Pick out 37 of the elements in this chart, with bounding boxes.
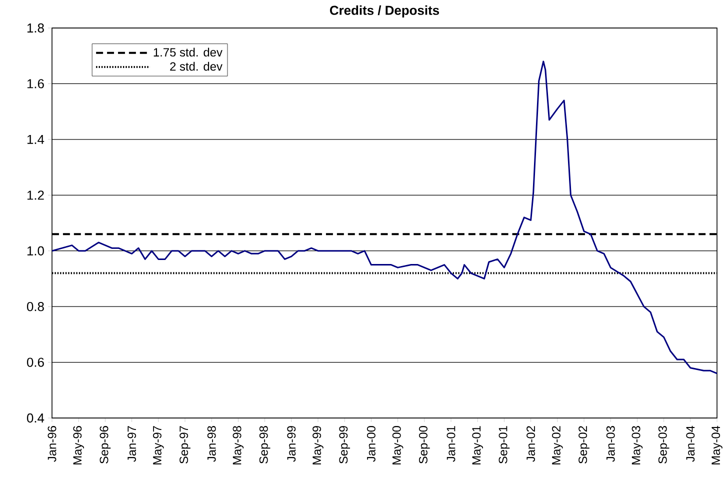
x-tick-label: May-03 [632,426,643,464]
legend-label: 1.75 std. dev [154,48,222,57]
x-tick-label: Jan-97 [128,426,136,462]
x-tick-label: May-01 [472,426,484,464]
x-tick-label: May-04 [712,426,722,464]
y-tick-label: 0.4 [26,413,44,423]
y-tick-label: 0.6 [26,358,44,367]
x-tick-label: Jan-01 [446,426,456,462]
y-tick-label: 1.2 [27,190,44,200]
y-tick-label: 1.6 [27,79,44,88]
x-tick-label: Sep-00 [418,426,430,464]
x-tick-label: Jan-96 [48,426,56,462]
x-tick-label: Jan-00 [366,426,376,462]
x-tick-label: Sep-98 [259,426,270,464]
x-tick-label: Sep-97 [180,426,190,464]
y-tick-label: 0.8 [26,302,44,312]
x-tick-label: Jan-04 [686,426,695,462]
x-tick-label: Jan-99 [287,426,296,462]
x-tick-label: Sep-96 [100,426,111,464]
x-tick-label: Sep-03 [658,426,670,464]
x-tick-label: May-97 [152,426,164,464]
x-tick-label: Sep-02 [578,426,590,464]
y-tick-label: 1.0 [27,246,44,256]
x-tick-label: May-00 [392,426,404,464]
x-tick-label: May-99 [312,426,324,464]
y-tick-label: 1.8 [27,23,44,33]
x-tick-label: Jan-98 [207,426,216,462]
x-tick-label: May-98 [232,426,244,464]
x-tick-label: May-96 [73,426,84,464]
x-tick-label: Jan-02 [526,426,536,462]
x-tick-label: Sep-01 [498,426,510,464]
x-tick-label: May-02 [552,426,563,464]
chart-title: Credits / Deposits [330,5,440,18]
y-tick-label: 1.4 [27,134,44,144]
legend-label: 2 std. dev [170,62,222,71]
x-tick-label: Sep-99 [339,426,350,464]
x-tick-label: Jan-03 [606,426,615,462]
